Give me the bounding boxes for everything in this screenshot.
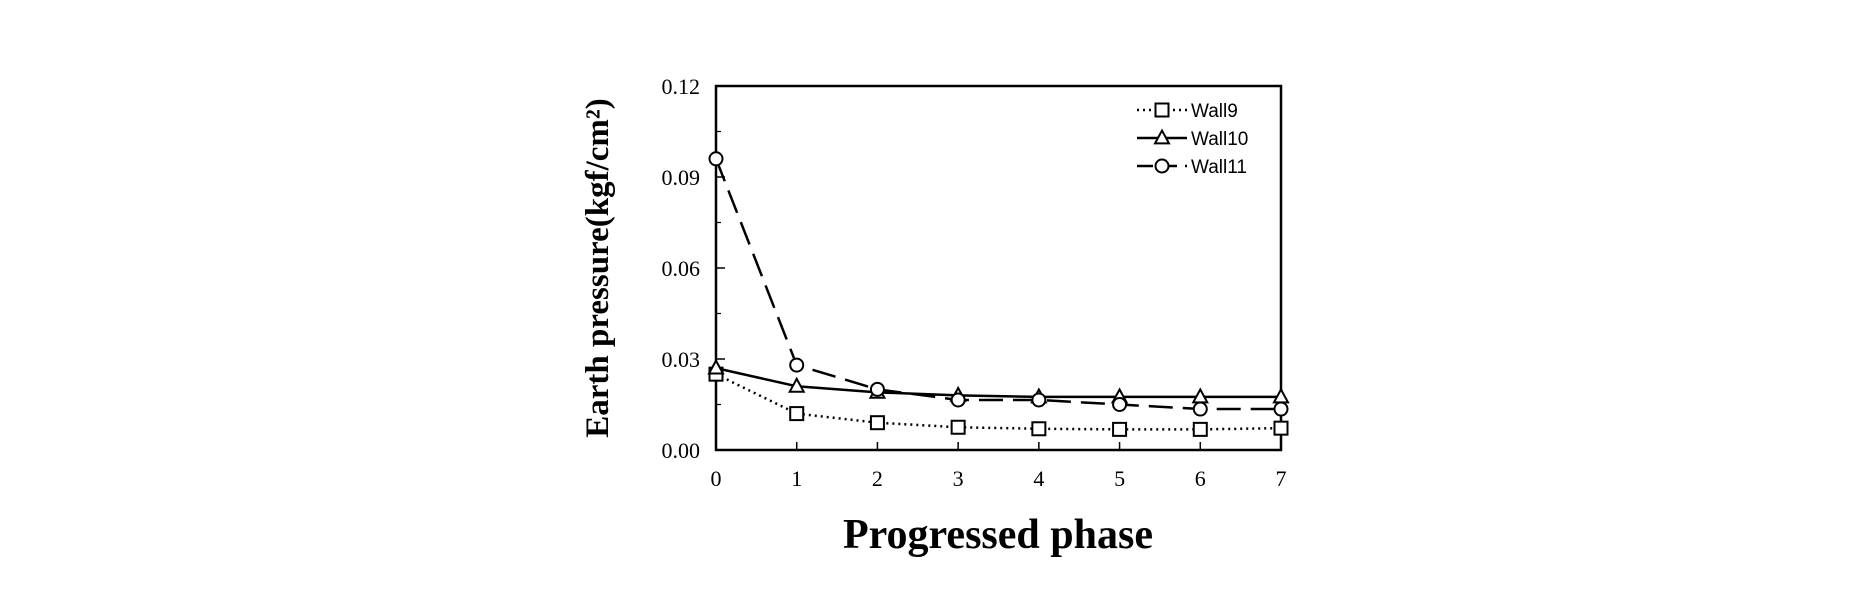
series-line [714,158,1281,411]
x-axis-label: Progressed phase [843,512,1153,558]
legend-label: Wall10 [1191,129,1248,150]
data-point [1031,392,1047,408]
data-point [1112,421,1128,437]
data-point [1273,420,1289,436]
x-tick-label: 3 [953,466,964,491]
y-tick-label: 0.03 [662,347,701,372]
legend: Wall9 Wall10 Wall11 [1137,101,1248,178]
series-wall9 [708,366,1289,437]
data-point [1112,397,1128,412]
data-point [707,358,725,375]
legend-marker [1154,102,1170,118]
data-point [789,406,805,422]
x-tick-label: 5 [1114,466,1125,491]
y-axis-label: Earth pressure(kgf/cm²) [580,98,616,438]
y-tick-label: 0.06 [662,256,701,281]
data-point [708,151,724,167]
x-tick-label: 2 [872,466,883,491]
legend-item: Wall11 [1137,157,1247,178]
legend-marker [1154,158,1170,174]
y-tick-label: 0.12 [662,74,701,99]
x-tick-label: 4 [1033,466,1044,491]
legend-label: Wall11 [1191,157,1247,178]
data-point [950,392,966,408]
data-point [1192,401,1208,417]
y-tick-label: 0.09 [662,165,701,190]
data-point [788,376,806,393]
legend-marker [1153,128,1171,145]
data-point [1273,401,1289,417]
legend-item: Wall9 [1137,101,1238,122]
data-point [1192,421,1208,437]
data-point [869,415,885,431]
x-tick-label: 7 [1276,466,1287,491]
x-tick-label: 0 [711,466,722,491]
y-tick-labels: 0.00 0.03 0.06 0.09 0.12 [662,74,701,463]
legend-item: Wall10 [1137,128,1248,150]
series-line [715,366,1281,399]
series-wall11 [708,151,1289,417]
y-tick-label: 0.00 [662,438,701,463]
data-point [1031,421,1047,437]
series-layer [707,151,1290,437]
axis-ticks [715,85,1282,451]
series-line [715,373,1282,431]
legend-label: Wall9 [1191,101,1238,122]
data-point [789,357,805,373]
x-tick-label: 1 [791,466,802,491]
data-point [950,419,966,435]
x-tick-label: 6 [1195,466,1206,491]
data-point [869,381,885,397]
x-tick-labels: 0 1 2 3 4 5 6 7 [711,466,1287,491]
